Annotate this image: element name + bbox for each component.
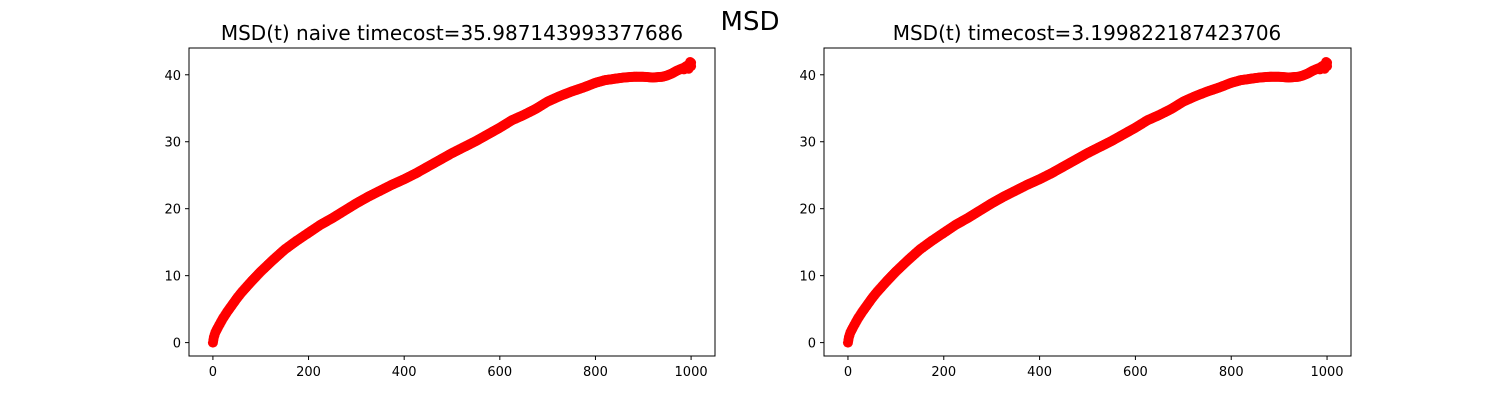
y-tick-label: 0 [173, 337, 181, 352]
x-tick-label: 200 [931, 365, 956, 380]
x-tick-label: 200 [296, 365, 321, 380]
x-tick-label: 400 [1027, 365, 1052, 380]
y-tick-label: 10 [799, 270, 816, 285]
plot-frame [823, 47, 1352, 357]
x-tick-label: 1000 [1310, 365, 1343, 380]
data-point [1322, 61, 1333, 72]
right-subplot-title: MSD(t) timecost=3.199822187423706 [893, 21, 1282, 45]
x-tick-label: 800 [1219, 365, 1244, 380]
x-tick-label: 0 [844, 365, 852, 380]
y-tick-label: 20 [799, 203, 816, 218]
x-tick-label: 1000 [675, 365, 708, 380]
x-tick-label: 800 [583, 365, 608, 380]
figure-suptitle: MSD [721, 7, 780, 37]
x-tick-label: 600 [487, 365, 512, 380]
plot-frame [188, 47, 716, 357]
y-tick-label: 20 [164, 203, 181, 218]
y-tick-label: 30 [164, 136, 181, 151]
y-tick-label: 40 [164, 69, 181, 84]
scatter-points [842, 57, 1333, 348]
left-subplot: MSD(t) naive timecost=35.987143993377686… [164, 21, 716, 380]
scatter-points [207, 57, 697, 348]
y-tick-label: 0 [808, 337, 816, 352]
left-subplot-title: MSD(t) naive timecost=35.987143993377686 [221, 21, 683, 45]
y-tick-label: 30 [799, 136, 816, 151]
y-tick-label: 10 [164, 270, 181, 285]
y-tick-label: 40 [799, 69, 816, 84]
x-tick-label: 400 [392, 365, 417, 380]
x-tick-label: 0 [209, 365, 217, 380]
x-tick-label: 600 [1123, 365, 1148, 380]
right-subplot: MSD(t) timecost=3.199822187423706 0 200 40… [799, 21, 1352, 380]
data-point [686, 61, 697, 72]
